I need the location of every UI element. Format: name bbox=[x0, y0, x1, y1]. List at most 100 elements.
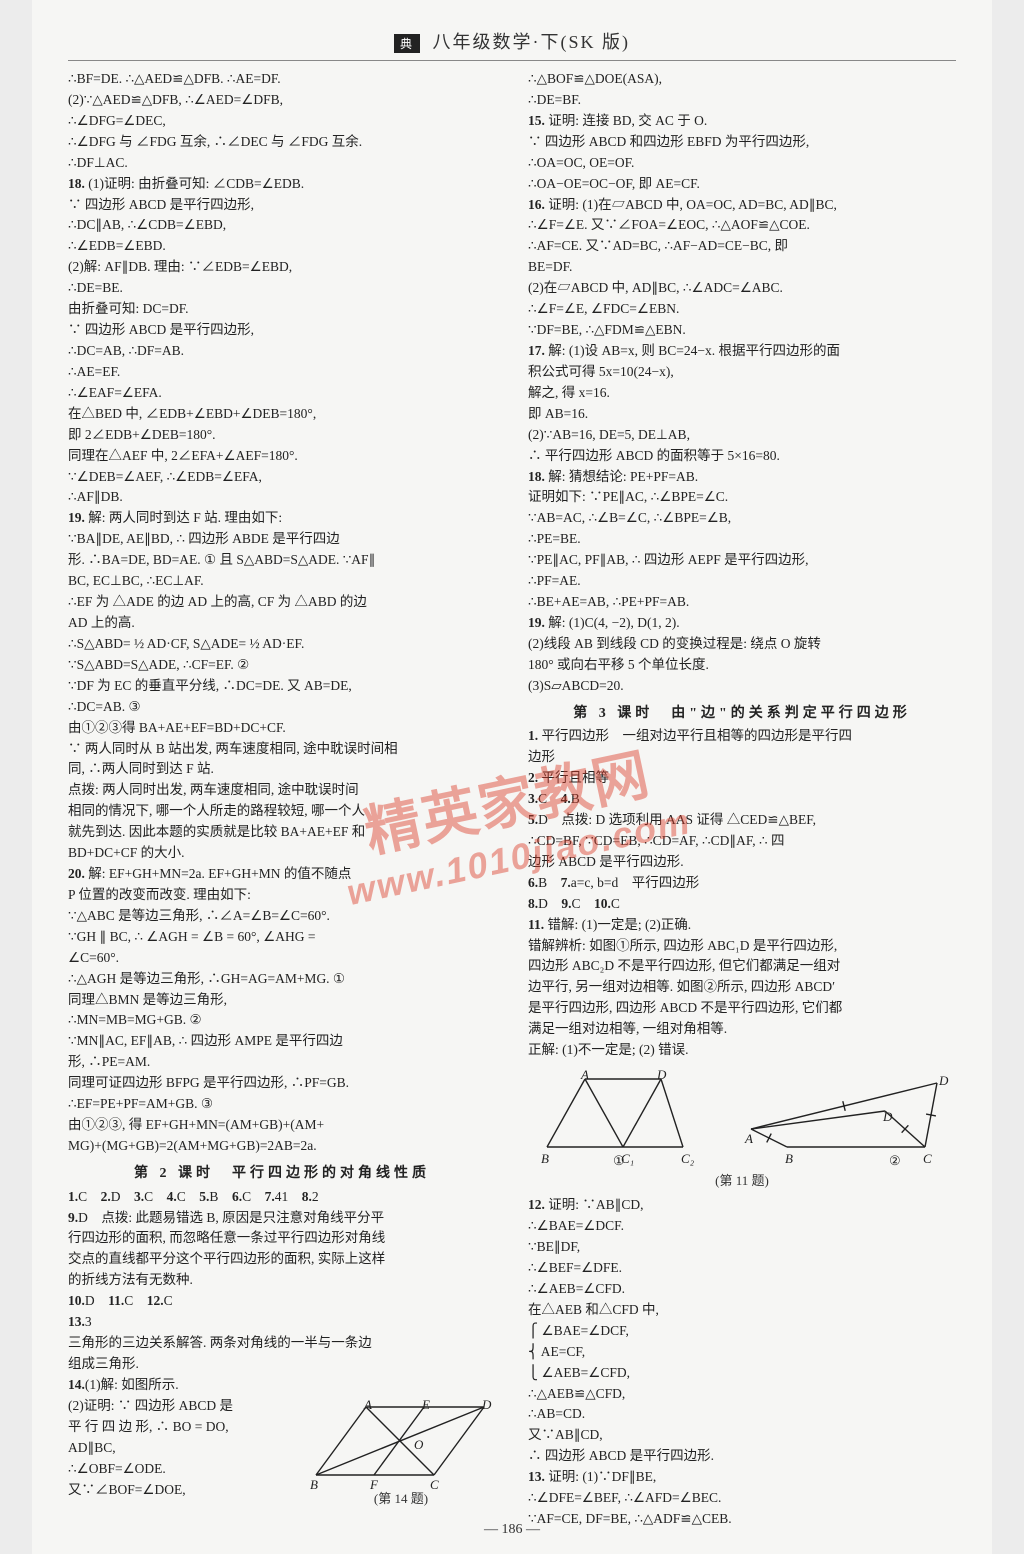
text-line: ∵MN∥AC, EF∥AB, ∴ 四边形 AMPE 是平行四边 bbox=[68, 1031, 496, 1052]
svg-text:D: D bbox=[481, 1397, 492, 1412]
text-line: ∵S△ABD=S△ADE, ∴CF=EF. ② bbox=[68, 655, 496, 676]
text-line: 1.C 2.D 3.C 4.C 5.B 6.C 7.41 8.2 bbox=[68, 1187, 496, 1208]
header-badge: 典 bbox=[394, 34, 420, 53]
text-line: ∴DE=BF. bbox=[528, 90, 956, 111]
text-line: ∴DC=AB. ③ bbox=[68, 697, 496, 718]
text-line: ∵BE∥DF, bbox=[528, 1237, 956, 1258]
text-line: 点拨: 两人同时出发, 两车速度相同, 途中耽误时间 bbox=[68, 780, 496, 801]
text-line: 相同的情况下, 哪一个人所走的路程较短, 哪一个人 bbox=[68, 801, 496, 822]
text-line: 18. (1)证明: 由折叠可知: ∠CDB=∠EDB. bbox=[68, 174, 496, 195]
text-line: 错解辨析: 如图①所示, 四边形 ABC₁D 是平行四边形, bbox=[528, 936, 956, 957]
text-line: 18. 解: 猜想结论: PE+PF=AB. bbox=[528, 467, 956, 488]
figure-11-row: ADBC₁C₂① ABCDD′② bbox=[528, 1067, 956, 1167]
text-line: 组成三角形. bbox=[68, 1354, 496, 1375]
text-line: ∴AF=CE. 又∵AD=BC, ∴AF−AD=CE−BC, 即 bbox=[528, 236, 956, 257]
svg-text:D′: D′ bbox=[938, 1073, 949, 1088]
svg-text:E: E bbox=[421, 1397, 430, 1412]
text-line: ∴∠DFE=∠BEF, ∴∠AFD=∠BEC. bbox=[528, 1488, 956, 1509]
svg-text:B: B bbox=[310, 1477, 318, 1491]
header-title: 八年级数学·下(SK 版) bbox=[433, 32, 631, 52]
text-line: 19. 解: (1)C(4, −2), D(1, 2). bbox=[528, 613, 956, 634]
text-line: 由①②③, 得 EF+GH+MN=(AM+GB)+(AM+ bbox=[68, 1115, 496, 1136]
text-line: 四边形 ABC₂D 不是平行四边形, 但它们都满足一组对 bbox=[528, 956, 956, 977]
text-line: 形, ∴PE=AM. bbox=[68, 1052, 496, 1073]
text-line: ∴△AEB≌△CFD, bbox=[528, 1384, 956, 1405]
text-line: ∴DC∥AB, ∴∠CDB=∠EBD, bbox=[68, 215, 496, 236]
svg-text:①: ① bbox=[613, 1153, 625, 1167]
text-line: 由①②③得 BA+AE+EF=BD+DC+CF. bbox=[68, 718, 496, 739]
text-line: ∴MN=MB=MG+GB. ② bbox=[68, 1010, 496, 1031]
text-line: ∴BF=DE. ∴△AED≌△DFB. ∴AE=DF. bbox=[68, 69, 496, 90]
text-line: ∴AE=EF. bbox=[68, 362, 496, 383]
text-line: ∴∠F=∠E. 又∵∠FOA=∠EOC, ∴△AOF≌△COE. bbox=[528, 215, 956, 236]
text-line: (3)S▱ABCD=20. bbox=[528, 676, 956, 697]
text-line: 积公式可得 5x=10(24−x), bbox=[528, 362, 956, 383]
right-block-answers-1: 1. 平行四边形 一组对边平行且相等的四边形是平行四边形2. 平行且相等3.C … bbox=[528, 726, 956, 1061]
text-line: BD+DC+CF 的大小. bbox=[68, 843, 496, 864]
text-line: ⎧ ∠BAE=∠DCF, bbox=[528, 1321, 956, 1342]
text-line: 是平行四边形, 四边形 ABCD 不是平行四边形, 它们都 bbox=[528, 998, 956, 1019]
svg-text:O: O bbox=[414, 1437, 424, 1452]
text-line: 3.C 4.B bbox=[528, 789, 956, 810]
svg-text:C: C bbox=[430, 1477, 439, 1491]
text-line: 交点的直线都平分这个平行四边形的面积, 实际上这样 bbox=[68, 1249, 496, 1270]
text-line: 形. ∴BA=DE, BD=AE. ① 且 S△ABD=S△ADE. ∵AF∥ bbox=[68, 550, 496, 571]
text-line: ∴DE=BE. bbox=[68, 278, 496, 299]
text-line: ∴∠DFG=∠DEC, bbox=[68, 111, 496, 132]
text-line: ∵ 四边形 ABCD 是平行四边形, bbox=[68, 320, 496, 341]
text-line: ∵DF=BE, ∴△FDM≌△EBN. bbox=[528, 320, 956, 341]
text-line: ∴∠DFG 与 ∠FDG 互余, ∴∠DEC 与 ∠FDG 互余. bbox=[68, 132, 496, 153]
text-line: ∴OA−OE=OC−OF, 即 AE=CF. bbox=[528, 174, 956, 195]
text-line: ⎨ AE=CF, bbox=[528, 1342, 956, 1363]
text-line: ∵ 四边形 ABCD 是平行四边形, bbox=[68, 195, 496, 216]
text-line: 14.(1)解: 如图所示. bbox=[68, 1375, 496, 1396]
text-line: 180° 或向右平移 5 个单位长度. bbox=[528, 655, 956, 676]
left-block-main: ∴BF=DE. ∴△AED≌△DFB. ∴AE=DF.(2)∵△AED≌△DFB… bbox=[68, 69, 496, 1157]
text-line: ∴AF∥DB. bbox=[68, 487, 496, 508]
text-line: 就先到达. 因此本题的实质就是比较 BA+AE+EF 和 bbox=[68, 822, 496, 843]
text-line: 行四边形的面积, 而忽略任意一条过平行四边形对角线 bbox=[68, 1228, 496, 1249]
text-line: ∵BA∥DE, AE∥BD, ∴ 四边形 ABDE 是平行四边 bbox=[68, 529, 496, 550]
svg-text:B: B bbox=[541, 1151, 549, 1166]
text-line: ∴△BOF≌△DOE(ASA), bbox=[528, 69, 956, 90]
text-line: ∴∠F=∠E, ∠FDC=∠EBN. bbox=[528, 299, 956, 320]
text-line: ⎩ ∠AEB=∠CFD, bbox=[528, 1363, 956, 1384]
figure-11a-svg: ADBC₁C₂① bbox=[535, 1067, 705, 1167]
text-line: 20. 解: EF+GH+MN=2a. EF+GH+MN 的值不随点 bbox=[68, 864, 496, 885]
text-line: ∵ 两人同时从 B 站出发, 两车速度相同, 途中耽误时间相 bbox=[68, 739, 496, 760]
text-line: 边形 ABCD 是平行四边形. bbox=[528, 852, 956, 873]
figure-14-caption: (第 14 题) bbox=[306, 1489, 496, 1509]
text-line: 19. 解: 两人同时到达 F 站. 理由如下: bbox=[68, 508, 496, 529]
text-line: ∵△ABC 是等边三角形, ∴∠A=∠B=∠C=60°. bbox=[68, 906, 496, 927]
figure-11b-svg: ABCDD′② bbox=[739, 1067, 949, 1167]
text-line: 13. 证明: (1)∵DF∥BE, bbox=[528, 1467, 956, 1488]
svg-text:A: A bbox=[744, 1131, 753, 1146]
svg-text:A: A bbox=[363, 1397, 372, 1412]
text-line: 1. 平行四边形 一组对边平行且相等的四边形是平行四 bbox=[528, 726, 956, 747]
content-columns: ∴BF=DE. ∴△AED≌△DFB. ∴AE=DF.(2)∵△AED≌△DFB… bbox=[68, 69, 956, 1530]
text-line: 6.B 7.a=c, b=d 平行四边形 bbox=[528, 873, 956, 894]
page-number: — 186 — bbox=[32, 1522, 992, 1538]
text-line: (2)∵AB=16, DE=5, DE⊥AB, bbox=[528, 425, 956, 446]
text-line: ∴EF=PE+PF=AM+GB. ③ bbox=[68, 1094, 496, 1115]
text-line: 15. 证明: 连接 BD, 交 AC 于 O. bbox=[528, 111, 956, 132]
text-line: 13.3 bbox=[68, 1312, 496, 1333]
text-line: ∴∠EAF=∠EFA. bbox=[68, 383, 496, 404]
text-line: 同理在△AEF 中, 2∠EFA+∠AEF=180°. bbox=[68, 446, 496, 467]
text-line: (2)解: AF∥DB. 理由: ∵∠EDB=∠EBD, bbox=[68, 257, 496, 278]
text-line: ∴BE+AE=AB, ∴PE+PF=AB. bbox=[528, 592, 956, 613]
svg-text:D: D bbox=[656, 1067, 667, 1082]
text-line: ∴DF⊥AC. bbox=[68, 153, 496, 174]
right-block-answers-2: 12. 证明: ∵AB∥CD,∴∠BAE=∠DCF.∵BE∥DF,∴∠BEF=∠… bbox=[528, 1195, 956, 1530]
text-line: ∴ 四边形 ABCD 是平行四边形. bbox=[528, 1446, 956, 1467]
text-line: 满足一组对边相等, 一组对角相等. bbox=[528, 1019, 956, 1040]
text-line: 在△AEB 和△CFD 中, bbox=[528, 1300, 956, 1321]
text-line: 边平行, 另一组对边相等. 如图②所示, 四边形 ABCD′ bbox=[528, 977, 956, 998]
text-line: ∠C=60°. bbox=[68, 948, 496, 969]
right-column: ∴△BOF≌△DOE(ASA),∴DE=BF.15. 证明: 连接 BD, 交 … bbox=[528, 69, 956, 1530]
text-line: ∴PF=AE. bbox=[528, 571, 956, 592]
text-line: ∵PE∥AC, PF∥AB, ∴ 四边形 AEPF 是平行四边形, bbox=[528, 550, 956, 571]
text-line: 9.D 点拨: 此题易错选 B, 原因是只注意对角线平分平 bbox=[68, 1208, 496, 1229]
text-line: 由折叠可知: DC=DF. bbox=[68, 299, 496, 320]
header-rule bbox=[68, 60, 956, 61]
